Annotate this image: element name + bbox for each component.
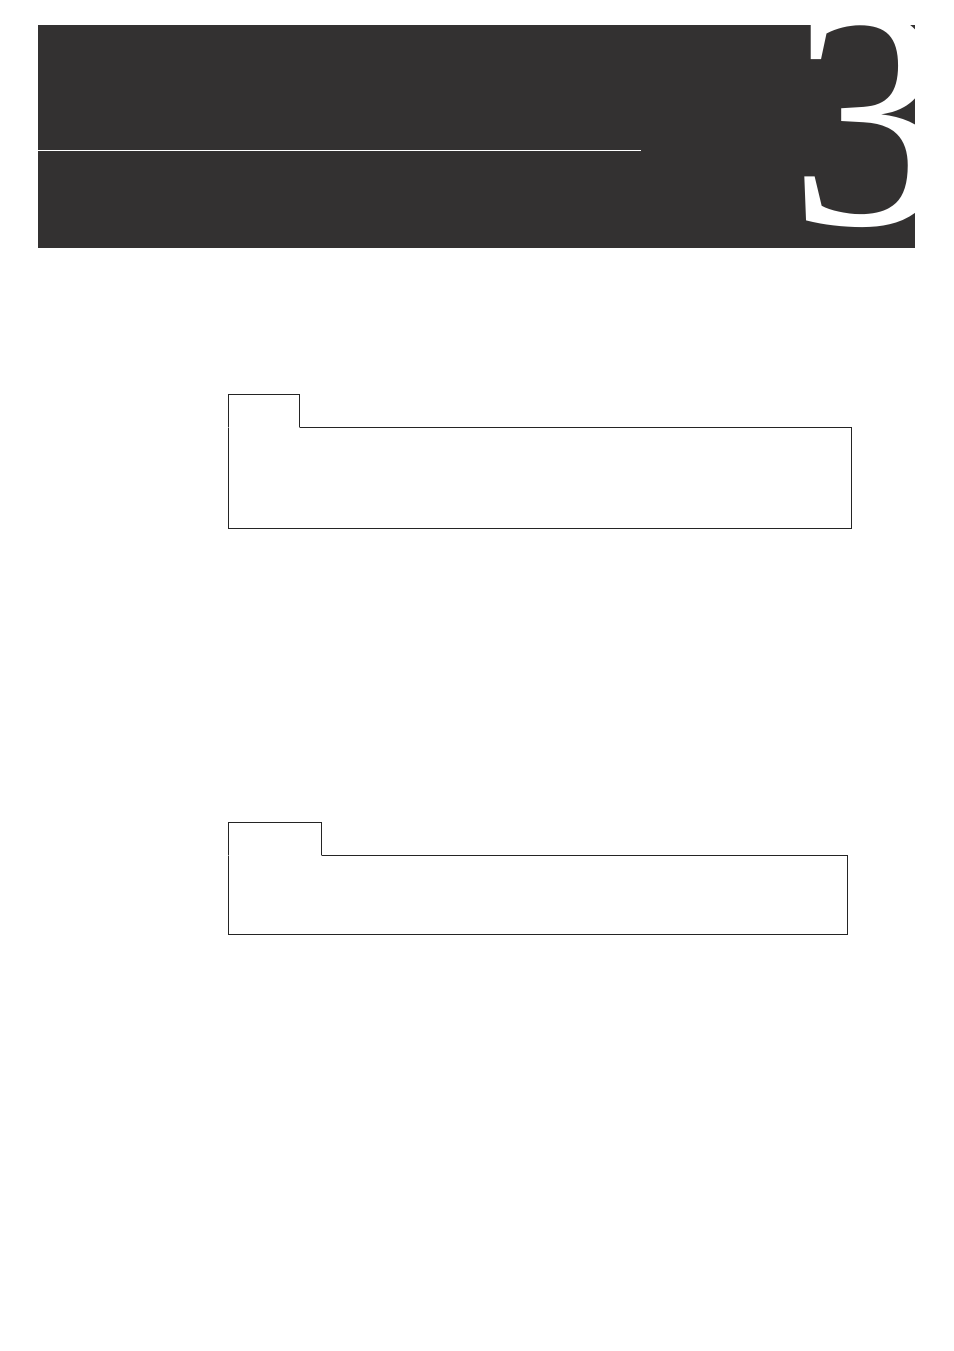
note-tab bbox=[228, 394, 300, 428]
note-box bbox=[228, 855, 848, 935]
chapter-number: 3 bbox=[789, 25, 915, 248]
note-tab bbox=[228, 822, 322, 856]
header-divider-rule bbox=[38, 150, 641, 151]
chapter-header-banner: 3 bbox=[38, 25, 915, 248]
note-box bbox=[228, 427, 852, 529]
